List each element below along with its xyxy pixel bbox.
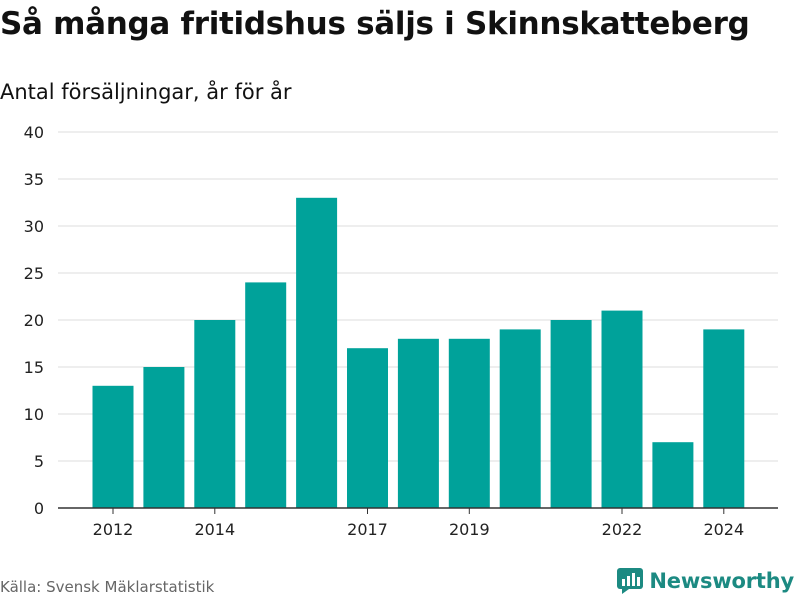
y-tick-label: 30 <box>24 217 44 236</box>
bar-2023 <box>652 442 694 508</box>
y-tick-label: 10 <box>24 405 44 424</box>
y-tick-label: 40 <box>24 123 44 142</box>
bar-2013 <box>143 367 185 508</box>
bar-2014 <box>194 320 236 508</box>
brand-logo: Newsworthy <box>617 568 794 594</box>
bar-2015 <box>245 282 287 508</box>
x-tick-label: 2022 <box>602 520 643 539</box>
chart-subtitle: Antal försäljningar, år för år <box>0 80 292 104</box>
x-tick-label: 2017 <box>347 520 388 539</box>
bar-2017 <box>347 348 388 508</box>
bar-2016 <box>296 197 338 509</box>
newsworthy-logo-icon <box>617 568 644 594</box>
source-note: Källa: Svensk Mäklarstatistik <box>0 578 215 596</box>
chart-title: Så många fritidshus säljs i Skinnskatteb… <box>0 6 750 42</box>
x-tick-label: 2014 <box>194 520 235 539</box>
y-tick-label: 35 <box>24 170 44 189</box>
bar-2021 <box>550 320 592 508</box>
bar-2019 <box>448 338 490 508</box>
x-tick-label: 2012 <box>93 520 134 539</box>
y-axis-ticks: 0 5 10 15 20 25 30 35 40 <box>24 123 44 518</box>
bar-chart: 0 5 10 15 20 25 30 35 40 2012 2014 2017 2019 2022 202… <box>24 123 778 539</box>
y-tick-label: 5 <box>34 452 44 471</box>
y-tick-label: 0 <box>34 499 44 518</box>
bar-2012 <box>92 385 134 508</box>
bars <box>92 197 745 509</box>
bar-2022 <box>601 310 643 508</box>
x-tick-label: 2019 <box>449 520 490 539</box>
y-tick-label: 20 <box>24 311 44 330</box>
y-tick-label: 15 <box>24 358 44 377</box>
bar-2018 <box>397 338 439 508</box>
x-axis-ticks: 2012 2014 2017 2019 2022 2024 <box>93 508 744 539</box>
brand-name: Newsworthy <box>649 569 794 593</box>
bar-2020 <box>499 329 541 508</box>
y-tick-label: 25 <box>24 264 44 283</box>
x-tick-label: 2024 <box>703 520 744 539</box>
bar-2024 <box>703 329 745 508</box>
